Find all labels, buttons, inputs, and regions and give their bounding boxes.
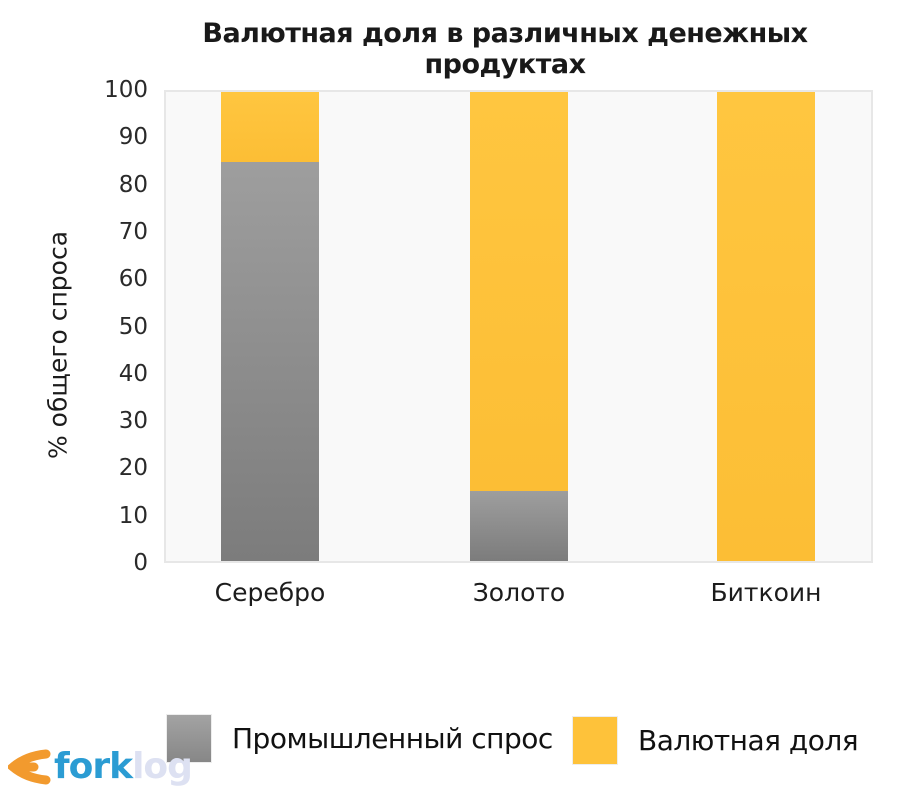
y-tick-label: 100 (104, 77, 148, 103)
x-category-label: Серебро (214, 578, 326, 607)
x-category-label: Золото (472, 578, 566, 607)
plot-area (164, 90, 873, 563)
logo-text-log: log (132, 746, 193, 787)
bar-Биткоин (717, 92, 815, 561)
y-tick-label: 40 (118, 360, 148, 387)
legend-swatch-currency (572, 716, 618, 765)
y-tick-label: 0 (133, 550, 148, 576)
bar-Серебро (221, 92, 319, 561)
chart-title: Валютная доля в различных денежных проду… (202, 18, 808, 80)
logo-text-fork: fork (54, 746, 133, 787)
bar-segment-Валютная доля (717, 92, 815, 561)
legend-label-currency: Валютная доля (638, 724, 859, 757)
y-tick-label: 90 (118, 124, 148, 151)
bar-segment-Промышленный спрос (470, 490, 568, 561)
legend-item-industrial: Промышленный спрос (166, 714, 553, 763)
y-tick-label: 70 (118, 218, 148, 245)
legend-label-industrial: Промышленный спрос (232, 722, 553, 755)
legend-item-currency: Валютная доля (572, 716, 859, 765)
x-category-label: Биткоин (710, 578, 822, 607)
forklog-logo: forklog (6, 746, 193, 787)
y-tick-label: 50 (118, 313, 148, 340)
forklog-fork-icon (6, 747, 52, 787)
bar-segment-Валютная доля (470, 92, 568, 491)
y-tick-label: 10 (118, 502, 148, 529)
y-tick-label: 20 (118, 455, 148, 482)
y-tick-label: 60 (118, 266, 148, 293)
y-tick-label: 30 (118, 408, 148, 435)
y-tick-label: 80 (118, 171, 148, 198)
bar-segment-Валютная доля (221, 92, 319, 163)
bar-Золото (470, 92, 568, 561)
legend-swatch-industrial (166, 714, 212, 763)
bar-segment-Промышленный спрос (221, 162, 319, 561)
